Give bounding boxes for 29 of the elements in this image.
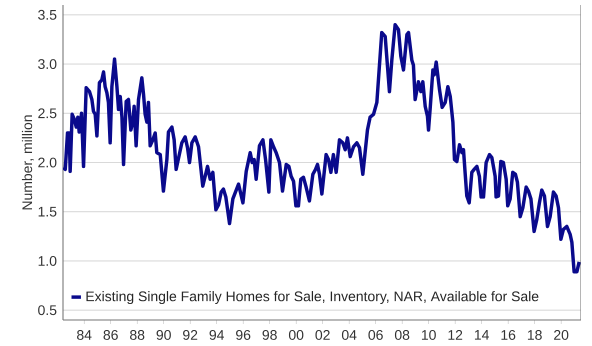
x-tick-label: 02 <box>315 330 330 340</box>
x-tick-label: 08 <box>394 330 410 340</box>
x-tick-label: 16 <box>501 330 516 340</box>
x-tick-label: 94 <box>210 330 224 340</box>
x-tick-label: 04 <box>342 330 356 340</box>
y-axis-title: Number, million <box>22 115 34 210</box>
y-tick-label: 3.5 <box>38 10 56 20</box>
x-tick-label: 98 <box>262 330 277 340</box>
x-tick-label: 84 <box>77 330 92 340</box>
legend-label: Existing Single Family Homes for Sale, Inventory, NAR, Available for Sale <box>86 291 538 304</box>
x-tick-label: 88 <box>130 330 144 340</box>
x-tick-label: 18 <box>528 330 542 340</box>
y-tick-label: 1.5 <box>38 206 56 217</box>
y-tick-label: 3.0 <box>38 59 56 70</box>
x-tick-label: 06 <box>368 330 383 340</box>
x-tick-label: 10 <box>422 330 436 340</box>
y-tick-label: 0.5 <box>38 305 56 316</box>
y-tick-label: 2.0 <box>38 158 56 168</box>
x-tick-label: 12 <box>448 330 462 340</box>
y-tick-label: 2.5 <box>38 108 56 118</box>
line-series <box>63 22 581 274</box>
x-tick-label: 86 <box>104 330 118 340</box>
x-tick-label: 96 <box>236 330 250 340</box>
y-tick-label: 1.0 <box>38 256 56 266</box>
x-tick-label: 00 <box>288 330 304 340</box>
x-tick-label: 92 <box>183 330 198 340</box>
x-tick-label: 14 <box>474 330 489 340</box>
x-tick-label: 20 <box>554 330 568 340</box>
x-tick-label: 90 <box>156 330 171 340</box>
